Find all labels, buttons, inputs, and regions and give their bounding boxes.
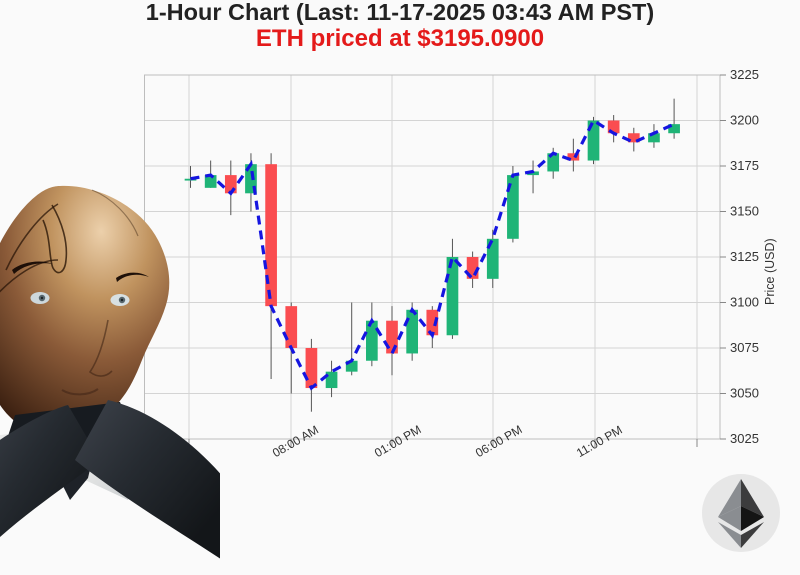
svg-text:3125: 3125 xyxy=(730,249,759,264)
svg-text:3225: 3225 xyxy=(730,67,759,82)
svg-text:3025: 3025 xyxy=(730,431,759,446)
svg-text:3150: 3150 xyxy=(730,204,759,219)
svg-text:3100: 3100 xyxy=(730,295,759,310)
svg-text:3075: 3075 xyxy=(730,340,759,355)
svg-text:3200: 3200 xyxy=(730,113,759,128)
svg-text:3175: 3175 xyxy=(730,158,759,173)
svg-text:3050: 3050 xyxy=(730,386,759,401)
